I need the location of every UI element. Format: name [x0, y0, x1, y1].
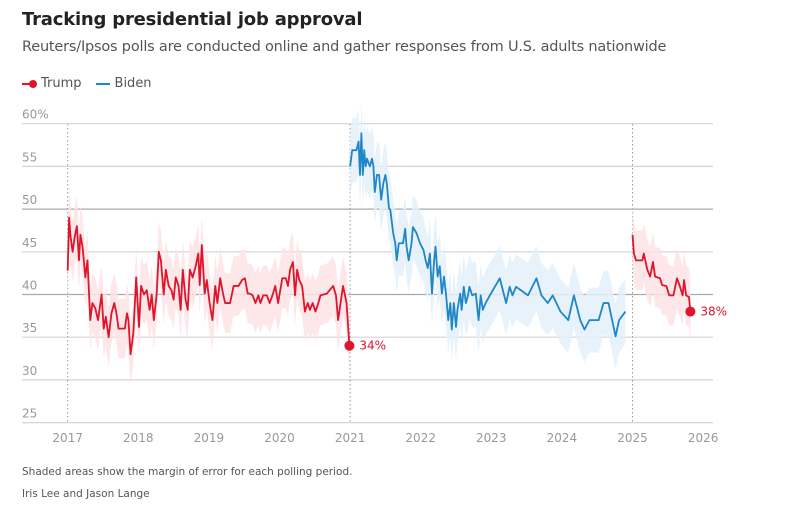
legend-item-biden: Biden	[95, 76, 152, 91]
x-tick-label: 2026	[688, 431, 719, 445]
chart-subtitle: Reuters/Ipsos polls are conducted online…	[22, 39, 667, 55]
y-tick-label: 60%	[22, 108, 49, 122]
y-tick-label: 30	[22, 364, 37, 378]
footnote: Shaded areas show the margin of error fo…	[22, 466, 353, 478]
series-line-biden	[349, 132, 627, 338]
legend: Trump Biden	[22, 76, 152, 91]
y-tick-label: 45	[22, 236, 37, 250]
end-point-marker	[344, 340, 355, 351]
series-line-trump	[66, 216, 351, 356]
margin-of-error-band-trump	[632, 204, 691, 342]
end-point-label: 38%	[700, 305, 727, 319]
trump-swatch-icon	[22, 79, 37, 88]
x-tick-label: 2017	[52, 431, 83, 445]
series-line-trump	[631, 234, 692, 312]
x-tick-label: 2023	[476, 431, 507, 445]
end-point-label: 34%	[359, 339, 386, 353]
y-tick-label: 50	[22, 193, 37, 207]
y-tick-label: 35	[22, 321, 37, 335]
x-tick-label: 2022	[405, 431, 436, 445]
margin-of-error-band-trump	[67, 187, 350, 385]
x-tick-label: 2025	[617, 431, 648, 445]
y-tick-label: 55	[22, 150, 37, 164]
y-tick-label: 25	[22, 407, 37, 421]
chart-title: Tracking presidential job approval	[22, 9, 363, 30]
biden-swatch-icon	[95, 82, 110, 85]
x-tick-label: 2018	[123, 431, 154, 445]
x-tick-label: 2020	[264, 431, 295, 445]
legend-item-trump: Trump	[22, 76, 82, 91]
legend-label-trump: Trump	[41, 76, 82, 91]
legend-label-biden: Biden	[114, 76, 152, 91]
x-tick-label: 2024	[547, 431, 578, 445]
x-tick-label: 2021	[335, 431, 366, 445]
x-tick-label: 2019	[194, 431, 225, 445]
end-point-marker	[685, 306, 696, 317]
byline: Iris Lee and Jason Lange	[22, 488, 150, 500]
y-tick-label: 40	[22, 279, 37, 293]
